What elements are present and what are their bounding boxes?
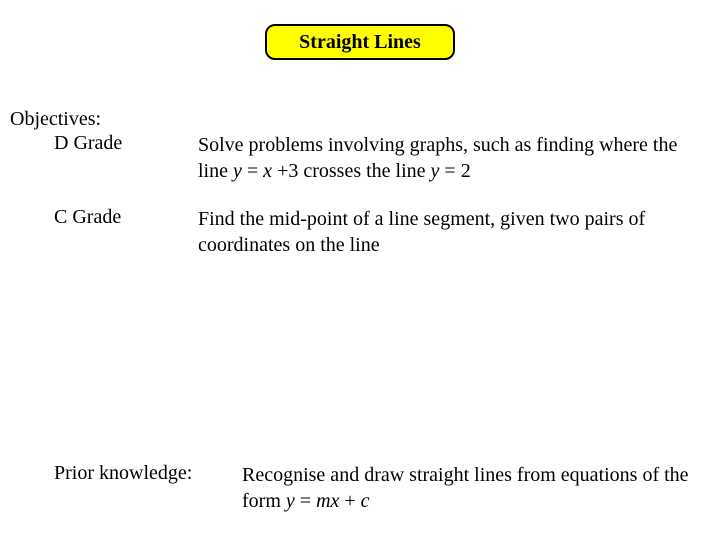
objectives-heading: Objectives: — [10, 108, 101, 131]
title-box: Straight Lines — [265, 24, 455, 60]
grade-d-text: Solve problems involving graphs, such as… — [198, 132, 698, 184]
grade-d-eq1-y: y — [233, 160, 242, 182]
slide-title: Straight Lines — [299, 31, 421, 54]
grade-d-eq1-mid: = — [242, 160, 263, 182]
prior-plus: + — [339, 490, 360, 512]
prior-y: y — [286, 490, 295, 512]
prior-mid: = — [295, 490, 316, 512]
grade-d-eq1-tail: +3 crosses the line — [272, 160, 430, 182]
prior-knowledge-label: Prior knowledge: — [54, 462, 192, 485]
prior-mx: mx — [316, 490, 339, 512]
grade-c-label: C Grade — [54, 206, 121, 229]
grade-c-text: Find the mid-point of a line segment, gi… — [198, 206, 698, 258]
grade-d-eq1-x: x — [263, 160, 272, 182]
grade-d-label: D Grade — [54, 132, 122, 155]
prior-knowledge-text: Recognise and draw straight lines from e… — [242, 462, 692, 514]
grade-d-eq2-mid: = 2 — [439, 160, 470, 182]
prior-c: c — [361, 490, 370, 512]
